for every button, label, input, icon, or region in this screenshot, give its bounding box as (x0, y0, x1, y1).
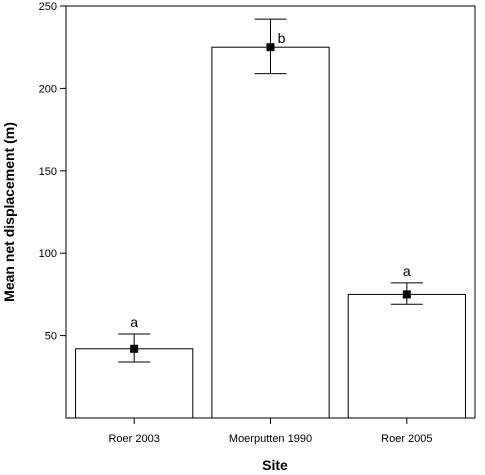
bar-0 (75, 348, 194, 419)
y-tick-label-200: 200 (39, 83, 57, 95)
bar-2 (347, 293, 466, 419)
significance-label-1: b (278, 30, 286, 46)
bars (75, 46, 466, 419)
x-tick-label-2: Roer 2005 (381, 433, 432, 445)
y-axis-title: Mean net displacement (m) (1, 122, 17, 302)
significance-label-0: a (130, 314, 138, 330)
significance-labels: a b a (130, 30, 411, 330)
y-tick-label-50: 50 (45, 331, 57, 343)
bar-1 (211, 46, 330, 419)
mean-marker-0 (130, 344, 139, 353)
mean-marker-2 (402, 290, 411, 299)
y-tick-label-250: 250 (39, 1, 57, 13)
x-axis: Roer 2003 Moerputten 1990 Roer 2005 (108, 418, 433, 445)
significance-label-2: a (403, 263, 411, 279)
mean-marker-1 (266, 43, 275, 52)
x-tick-label-1: Moerputten 1990 (229, 433, 312, 445)
mean-markers (130, 43, 411, 353)
y-tick-label-100: 100 (39, 248, 57, 260)
x-axis-title: Site (262, 457, 288, 473)
y-tick-label-150: 150 (39, 166, 57, 178)
x-tick-label-0: Roer 2003 (108, 433, 159, 445)
y-axis: 50 100 150 200 250 (39, 1, 66, 343)
